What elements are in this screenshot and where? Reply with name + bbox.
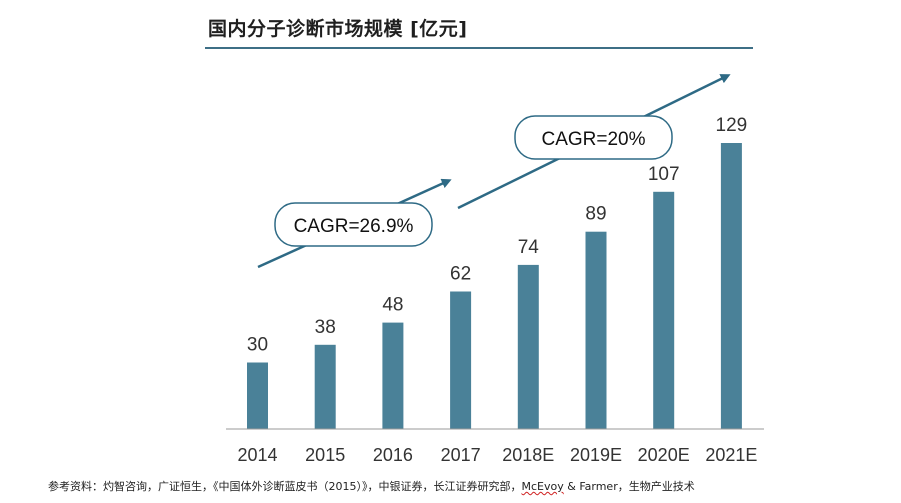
cagr-box-2 — [514, 115, 673, 160]
x-tick-label-2017: 2017 — [441, 445, 481, 465]
source-underlined-name: McEvoy — [521, 480, 564, 493]
bar-2014 — [247, 362, 268, 429]
x-tick-label-2015: 2015 — [305, 445, 345, 465]
bar-2019E — [585, 231, 607, 429]
x-tick-label-2016: 2016 — [373, 445, 413, 465]
bar-2017 — [450, 291, 472, 429]
cagr-box-1 — [274, 202, 433, 247]
source-note: 参考资料：灼智咨询，广证恒生，《中国体外诊断蓝皮书（2015）》，中银证券，长江… — [48, 478, 695, 494]
source-suffix: & Farmer，生物产业技术 — [563, 480, 695, 493]
cagr-label-2: CAGR=20% — [541, 129, 645, 150]
value-label-2015: 38 — [315, 317, 336, 338]
x-tick-label-2018E: 2018E — [502, 445, 554, 465]
value-label-2021E: 129 — [716, 115, 748, 136]
value-label-2018E: 74 — [518, 237, 540, 258]
cagr-label-1: CAGR=26.9% — [294, 216, 414, 237]
x-tick-label-2014: 2014 — [237, 445, 277, 465]
title-divider — [205, 47, 753, 49]
x-tick-label-2020E: 2020E — [638, 445, 690, 465]
value-label-2014: 30 — [247, 335, 268, 356]
bar-chart: 2014 2015 2016 2017 2018E 2019E 2020E 2021E 30 3… — [226, 74, 764, 465]
value-label-2016: 48 — [382, 295, 403, 316]
chart-title: 国内分子诊断市场规模 [亿元] — [208, 18, 468, 40]
bar-2015 — [314, 344, 336, 429]
bar-2021E — [720, 143, 742, 429]
x-tick-label-2019E: 2019E — [570, 445, 622, 465]
value-label-2019E: 89 — [585, 204, 606, 225]
bar-2020E — [653, 191, 675, 429]
bar-2018E — [517, 264, 539, 429]
source-prefix: 参考资料：灼智咨询，广证恒生，《中国体外诊断蓝皮书（2015）》，中银证券，长江… — [48, 480, 522, 493]
x-tick-label-2021E: 2021E — [705, 445, 757, 465]
value-label-2020E: 107 — [648, 164, 680, 185]
value-label-2017: 62 — [450, 264, 471, 285]
bar-2016 — [382, 322, 404, 429]
